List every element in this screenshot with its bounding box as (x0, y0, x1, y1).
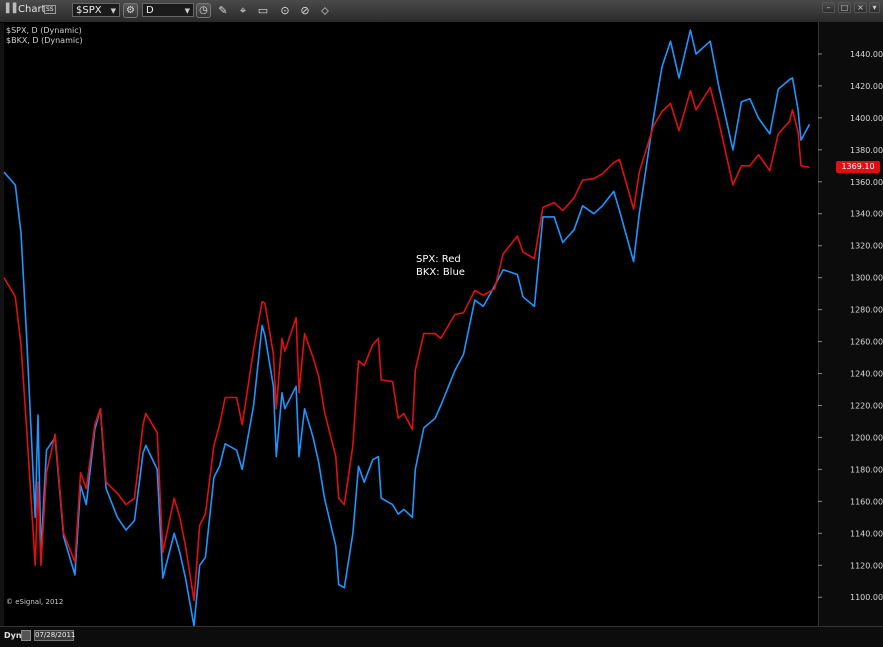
annotation-spx: SPX: Red (416, 254, 461, 265)
start-date-field[interactable]: 07/28/2011 (34, 630, 76, 641)
clock-icon[interactable]: ◷ (196, 3, 211, 18)
series-layer (3, 29, 811, 627)
copyright-text: © eSignal, 2012 (6, 598, 64, 606)
menu-button[interactable]: ▾ (869, 2, 880, 13)
close-button[interactable]: × (854, 2, 867, 13)
chart-toolbar: ▌▌ Chart SS $SPX ▼ ⚙ D ▼ ◷ ✎ ⌖ ▭ ⊙ ⊘ ⬦ –… (0, 0, 883, 23)
y-tick-label: 1120.00 (850, 561, 883, 570)
play-icon[interactable]: ⊙ (280, 4, 290, 17)
price-axis[interactable] (818, 22, 883, 626)
y-tick-label: 1360.00 (850, 178, 883, 187)
series-line-spx (3, 86, 810, 602)
y-tick-label: 1340.00 (850, 210, 883, 219)
legend-spx: $SPX, D (Dynamic) (6, 26, 82, 35)
interval-value: D (146, 5, 154, 16)
y-tick-label: 1280.00 (850, 306, 883, 315)
y-tick-label: 1220.00 (850, 401, 883, 410)
window-title: Chart (18, 4, 46, 15)
chevron-down-icon: ▼ (184, 7, 190, 15)
chart-app-icon: ▌▌ (6, 4, 20, 14)
y-tick-label: 1140.00 (850, 529, 883, 538)
y-tick-label: 1200.00 (850, 433, 883, 442)
keyboard-icon[interactable]: ▭ (257, 4, 269, 17)
compass-icon[interactable]: ⊘ (300, 4, 310, 17)
gear-icon[interactable]: ⚙ (123, 3, 138, 18)
y-tick-label: 1380.00 (850, 146, 883, 155)
plot-area[interactable] (4, 22, 818, 626)
title-badge: SS (44, 5, 56, 14)
y-tick-label: 1180.00 (850, 465, 883, 474)
minimize-button[interactable]: – (822, 2, 835, 13)
y-tick-label: 1100.00 (850, 593, 883, 602)
symbol-value: $SPX (76, 5, 102, 16)
y-tick-label: 1160.00 (850, 497, 883, 506)
eraser-icon[interactable]: ⬦ (321, 4, 329, 17)
y-tick-label: 1400.00 (850, 114, 883, 123)
series-color-annotation: SPX: Red BKX: Blue (416, 253, 465, 279)
y-tick-label: 1240.00 (850, 370, 883, 379)
chevron-down-icon: ▼ (110, 7, 116, 15)
annotation-bkx: BKX: Blue (416, 267, 465, 278)
symbol-input[interactable]: $SPX ▼ (72, 3, 120, 17)
y-tick-label: 1320.00 (850, 242, 883, 251)
interval-select[interactable]: D ▼ (142, 3, 194, 17)
restore-button[interactable]: □ (838, 2, 851, 13)
last-price-badge: 1369.10 (836, 161, 880, 174)
calendar-icon[interactable] (21, 630, 31, 641)
y-tick-label: 1420.00 (850, 82, 883, 91)
series-line-bkx (3, 29, 811, 627)
pencil-icon[interactable]: ✎ (218, 4, 228, 17)
y-axis-labels: 1100.00 1120.00 1140.00 1160.00 1180.00 1200.… (818, 50, 883, 602)
time-axis-bar: Dyn 07/28/2011 (0, 626, 883, 647)
crosshair-icon[interactable]: ⌖ (239, 4, 247, 17)
legend-bkx: $BKX, D (Dynamic) (6, 36, 83, 45)
mode-label: Dyn (4, 631, 22, 640)
y-tick-label: 1300.00 (850, 274, 883, 283)
y-tick-label: 1260.00 (850, 338, 883, 347)
y-tick-label: 1440.00 (850, 50, 883, 59)
